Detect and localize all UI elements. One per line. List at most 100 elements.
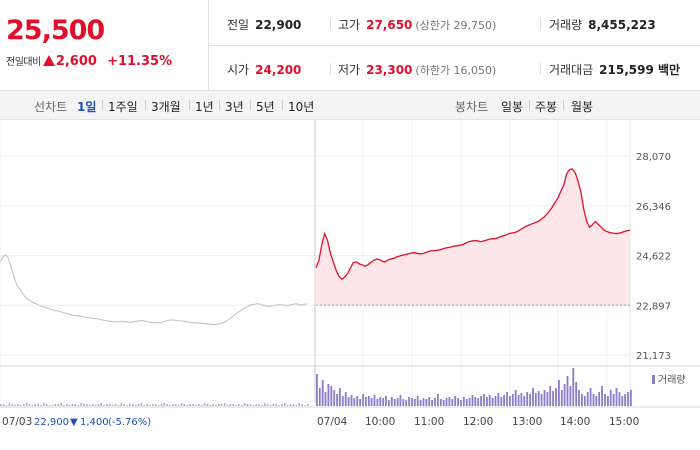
volume-bar [163, 403, 166, 406]
volume-bar [486, 397, 488, 406]
volume-bar [388, 400, 390, 406]
volume-bar [451, 399, 454, 406]
volume-bar [365, 397, 367, 406]
volume-bar [367, 396, 370, 406]
volume-bar [563, 384, 566, 406]
volume-bar [425, 399, 428, 406]
volume-bar [405, 400, 408, 406]
volume-bar [289, 404, 292, 406]
volume-bar [157, 405, 160, 406]
lower-limit: (하한가 16,050) [415, 64, 497, 77]
volume-bar [301, 404, 303, 406]
line-chart-label: 선차트 [34, 100, 68, 114]
tab-divider [189, 100, 190, 110]
volume-bar [149, 405, 151, 406]
volume-bar [304, 405, 306, 406]
volume-bar [471, 395, 474, 406]
volume-bar [630, 390, 632, 406]
volume-bar [232, 404, 234, 406]
volume-bar [120, 403, 123, 406]
volume-bar [40, 405, 42, 406]
volume-bar [448, 397, 451, 406]
tab-monthly[interactable]: 월봉 [571, 100, 594, 114]
volume-bar [266, 404, 269, 406]
volume-bar [123, 404, 125, 406]
volume-bar [126, 405, 128, 406]
x-tick-label: 07/04 [317, 416, 348, 428]
tab-divider [282, 100, 283, 110]
turnover-value: 215,599 백만 [599, 63, 681, 77]
volume-bar [540, 394, 543, 406]
volume-bar [393, 399, 396, 406]
volume-bar [172, 404, 174, 406]
tab-3m[interactable]: 3개월 [151, 100, 181, 114]
tab-10y[interactable]: 10년 [288, 100, 315, 114]
volume-bar [235, 405, 237, 406]
volume-bar [269, 405, 272, 406]
tab-divider [250, 100, 251, 110]
volume-bar [382, 398, 385, 406]
prev-day-price-line [0, 254, 308, 326]
tab-divider [219, 100, 220, 110]
volume-bar [624, 394, 626, 406]
volume-bar [416, 396, 419, 406]
volume-bar [114, 404, 117, 406]
volume-bar [511, 394, 514, 406]
divider [540, 18, 541, 30]
volume-bar [129, 404, 131, 406]
volume-bar [281, 404, 283, 406]
tab-1y[interactable]: 1년 [195, 100, 214, 114]
volume-bar [621, 396, 624, 406]
volume-bar [376, 399, 379, 406]
tab-1d[interactable]: 1일 [77, 100, 97, 114]
tab-daily[interactable]: 일봉 [501, 100, 524, 114]
volume-bar [566, 376, 569, 406]
volume-bar [390, 397, 393, 406]
volume-bar [537, 391, 540, 406]
volume-bar [272, 404, 275, 406]
volume-bar [379, 397, 382, 406]
volume-bar [595, 396, 598, 406]
tab-5y[interactable]: 5년 [256, 100, 275, 114]
low-value: 23,300 [366, 63, 413, 77]
change-value: 2,600 [55, 54, 97, 69]
volume-value: 8,455,223 [588, 18, 656, 32]
volume-bar [71, 404, 74, 406]
prev-day-rate: (-5.76%) [108, 417, 151, 428]
volume-bar [307, 404, 309, 406]
volume-bar [534, 393, 537, 406]
volume-bar [350, 395, 353, 406]
volume-bar [618, 392, 621, 406]
tab-1w[interactable]: 1주일 [108, 100, 138, 114]
volume-bar [437, 394, 439, 406]
volume-bar [460, 400, 462, 406]
open-label: 시가 [227, 63, 250, 77]
volume-bar [598, 392, 601, 406]
current-price: 25,500 [6, 15, 105, 46]
divider [540, 63, 541, 75]
volume-bar [592, 394, 595, 406]
stock-summary-header: 25,500 전일대비 2,600 +11.35% 전일 22,900 고가 27,6… [0, 0, 700, 91]
volume-bar [399, 395, 402, 406]
tab-3y[interactable]: 3년 [225, 100, 244, 114]
divider [330, 63, 331, 75]
volume-bar [497, 393, 500, 406]
change-rate: +11.35% [107, 54, 173, 69]
tab-weekly[interactable]: 주봉 [535, 100, 558, 114]
volume-cell: 거래량 8,455,223 [549, 16, 656, 33]
volume-bar [160, 404, 163, 406]
divider [330, 18, 331, 30]
volume-bar [31, 405, 34, 406]
volume-bar [500, 397, 503, 406]
volume-bar [589, 388, 592, 406]
volume-bar [558, 380, 560, 406]
volume-bar [264, 403, 266, 406]
volume-bar [295, 405, 298, 406]
volume-bar [255, 404, 257, 406]
candle-chart-label: 봉차트 [455, 100, 489, 114]
volume-bar [241, 405, 243, 406]
volume-bar [212, 404, 214, 406]
y-axis-labels: 28,070 26,346 24,622 22,897 21,173 [636, 152, 671, 362]
volume-bar [17, 404, 19, 406]
volume-bar [238, 404, 240, 406]
